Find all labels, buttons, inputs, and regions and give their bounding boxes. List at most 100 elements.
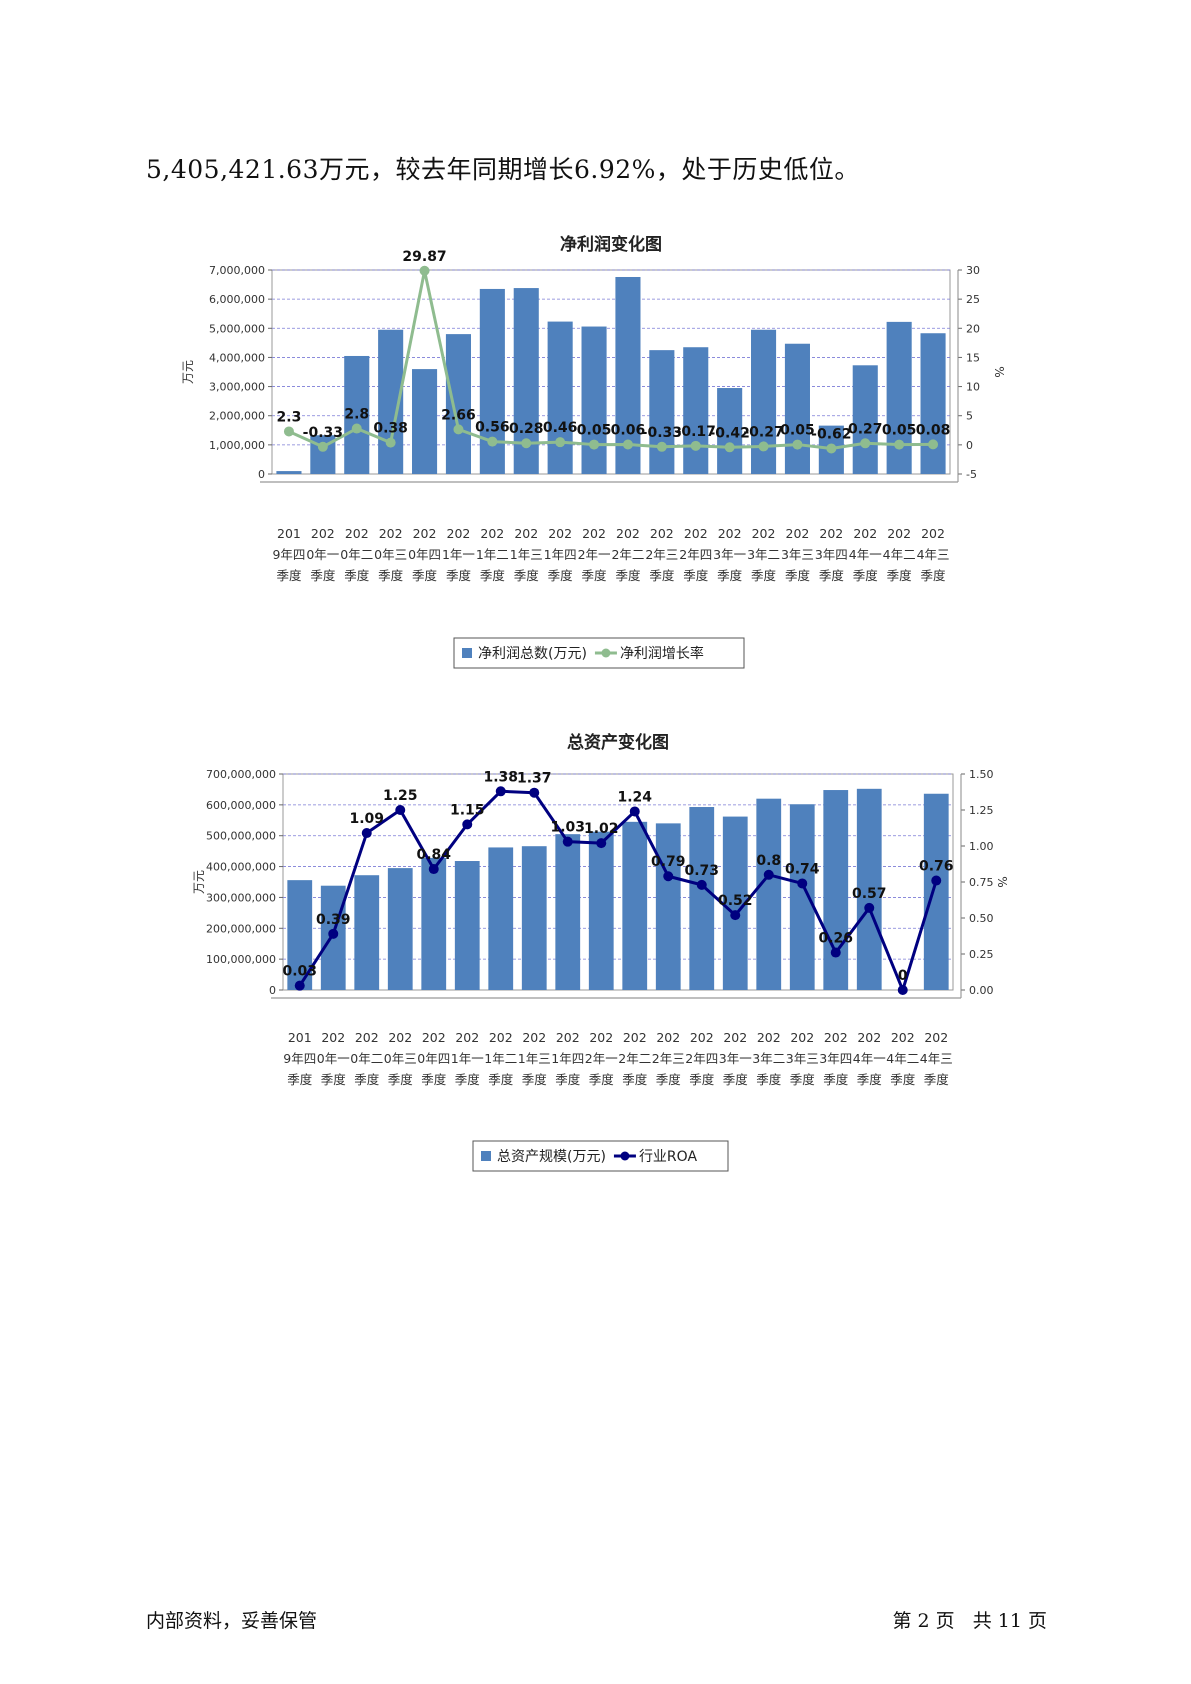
data-label: -0.62	[811, 426, 851, 442]
line-point	[351, 423, 362, 434]
y2-tick-label: 15	[966, 351, 980, 364]
x-tick-label: 202 2年四季度	[685, 1030, 718, 1087]
bar	[588, 831, 614, 990]
bar	[789, 804, 815, 990]
y-tick-label: 100,000,000	[206, 953, 276, 966]
x-tick-label: 202 1年三季度	[510, 526, 543, 583]
y2-tick-label: -5	[966, 468, 977, 481]
x-tick-label: 202 3年一季度	[713, 526, 746, 583]
bar	[354, 875, 380, 990]
data-label: 0.8	[756, 853, 781, 869]
x-tick-label: 202 0年一季度	[317, 1030, 350, 1087]
x-tick-label: 202 2年一季度	[585, 1030, 618, 1087]
x-tick-label: 202 2年三季度	[645, 526, 678, 583]
line-point	[894, 439, 905, 450]
intro-text: 5,405,421.63万元，较去年同期增长6.92%，处于历史低位。	[146, 155, 860, 184]
y-tick-label: 0	[269, 984, 276, 997]
line-point	[730, 910, 741, 921]
x-tick-label: 202 3年四季度	[819, 1030, 852, 1087]
line-point	[283, 426, 294, 437]
data-label: 0.46	[543, 420, 578, 436]
y-tick-label: 400,000,000	[206, 861, 276, 874]
y-tick-label: 600,000,000	[206, 799, 276, 812]
x-tick-label: 202 4年二季度	[886, 1030, 919, 1087]
line-point	[294, 980, 305, 991]
data-label: 0.79	[651, 854, 686, 870]
net-profit-chart: 净利润变化图 0 1,000,000 2,000,000 3,000,000 4,000,…	[181, 234, 1006, 669]
bar	[655, 823, 681, 990]
data-label: 0.05	[780, 423, 815, 439]
x-tick-label: 202 3年一季度	[719, 1030, 752, 1087]
line-point	[555, 437, 566, 448]
data-label: 0.76	[919, 859, 954, 875]
y2-tick-label: 1.25	[969, 804, 994, 817]
y-tick-label: 500,000,000	[206, 830, 276, 843]
line-point	[529, 787, 540, 798]
bar	[852, 365, 878, 474]
x-tick-label: 202 1年一季度	[442, 526, 475, 583]
line-point	[763, 869, 774, 880]
y2-tick-label: 1.50	[969, 768, 994, 781]
data-label: 0.74	[785, 861, 820, 877]
x-tick-label: 202 4年二季度	[883, 526, 916, 583]
data-label: 2.3	[277, 409, 302, 425]
x-tick-label: 202 4年一季度	[849, 526, 882, 583]
legend	[472, 1140, 729, 1172]
x-tick-label: 202 2年三季度	[652, 1030, 685, 1087]
bar	[689, 807, 715, 990]
plot-area	[282, 773, 954, 991]
bar	[488, 847, 514, 990]
y-tick-label: 700,000,000	[206, 768, 276, 781]
line-point	[826, 443, 837, 454]
line-point	[797, 878, 808, 889]
x-tick-label: 202 4年一季度	[853, 1030, 886, 1087]
data-label: 0.38	[373, 421, 408, 437]
data-label: 0.84	[416, 847, 451, 863]
y2-tick-label: 20	[966, 322, 980, 335]
line-point	[864, 902, 875, 913]
data-label: 2.66	[441, 407, 476, 423]
bar	[521, 846, 547, 990]
bar	[412, 369, 438, 474]
line-point	[395, 805, 406, 815]
line-point	[622, 439, 633, 450]
data-label: 29.87	[402, 249, 446, 265]
x-tick-label: 202 1年四季度	[551, 1030, 584, 1087]
legend-line-marker	[620, 1151, 630, 1161]
x-tick-label: 202 3年四季度	[815, 526, 848, 583]
data-label: 0.39	[316, 912, 351, 928]
data-label: 0.06	[611, 423, 646, 439]
footer-page-number: 第 2 页 共 11 页	[892, 1610, 1047, 1632]
y2-tick-label: 0.25	[969, 948, 994, 961]
data-label: -0.42	[709, 425, 749, 441]
legend-line-label: 净利润增长率	[620, 645, 704, 662]
chart-title: 净利润变化图	[560, 234, 662, 255]
data-label: 0.08	[916, 422, 951, 438]
bar	[581, 326, 607, 474]
bar	[622, 821, 648, 990]
data-label: 0	[898, 968, 908, 984]
line-point	[361, 828, 372, 839]
x-tick-label: 202 2年二季度	[611, 526, 644, 583]
y-tick-label: 7,000,000	[209, 264, 265, 277]
line-point	[897, 985, 908, 995]
total-assets-chart: 总资产变化图 0 100,000,000 200,000,000 300,000,000…	[192, 732, 1009, 1172]
x-tick-label: 202 2年二季度	[618, 1030, 651, 1087]
bar	[555, 834, 581, 990]
line-point	[521, 438, 532, 449]
data-label: 0.57	[852, 886, 887, 902]
bar	[649, 350, 675, 474]
bar	[823, 790, 849, 990]
legend-bar-swatch	[481, 1151, 491, 1161]
line-point	[690, 440, 701, 451]
legend-bar-label: 净利润总数(万元)	[478, 646, 587, 662]
bar	[751, 329, 777, 474]
y2-tick-label: 5	[966, 410, 973, 423]
y2-axis-label: %	[992, 366, 1006, 377]
line-point	[589, 439, 600, 450]
data-label: 0.03	[282, 964, 317, 980]
y-tick-label: 300,000,000	[206, 891, 276, 904]
y-tick-label: 5,000,000	[209, 322, 265, 335]
line-point	[792, 439, 803, 450]
data-label: 1.25	[383, 788, 418, 804]
